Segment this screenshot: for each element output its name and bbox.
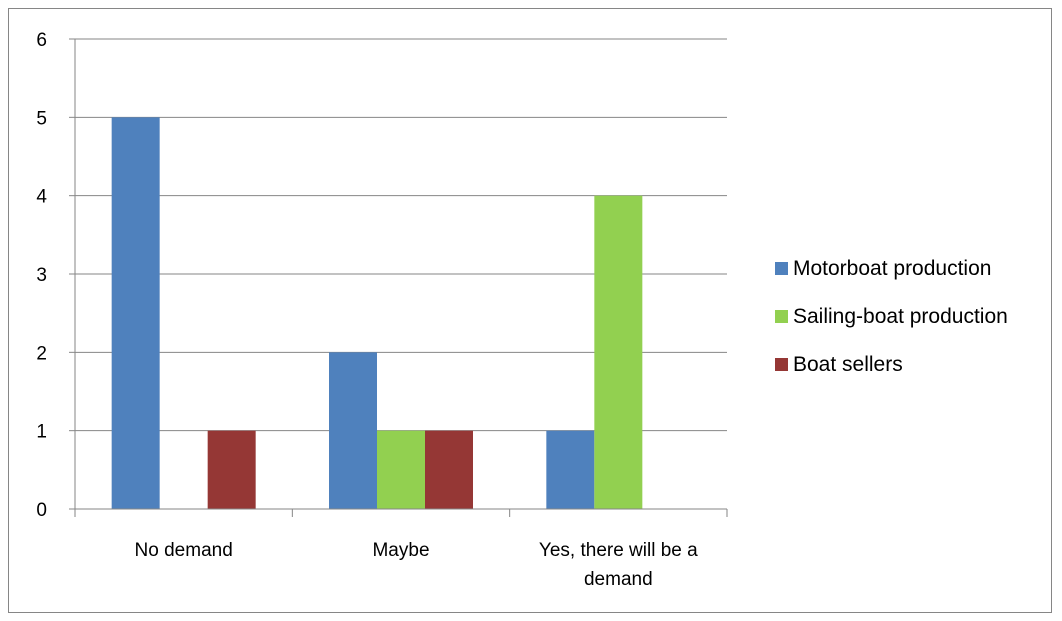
y-tick-label: 2: [36, 343, 47, 364]
legend-swatch: [775, 358, 788, 371]
legend-label: Boat sellers: [793, 353, 903, 376]
y-tick-labels: 0 1 2 3 4 5 6: [36, 30, 47, 521]
legend-swatch: [775, 310, 788, 323]
legend-swatch: [775, 262, 788, 275]
x-tick-label: Yes, there will be a: [539, 540, 698, 561]
legend-label: Motorboat production: [793, 257, 991, 280]
y-tick-label: 4: [36, 187, 47, 208]
bar: [207, 430, 256, 509]
chart-frame: [8, 8, 1052, 613]
bars: [111, 117, 643, 509]
bar: [377, 430, 425, 509]
y-tick-label: 6: [36, 30, 47, 51]
x-tick-label: No demand: [135, 540, 233, 561]
bar: [594, 195, 643, 509]
y-tick-label: 5: [36, 108, 47, 129]
y-tick-label: 1: [36, 422, 47, 443]
axes: [69, 38, 728, 517]
bar: [329, 352, 377, 509]
legend-label: Sailing-boat production: [793, 305, 1008, 328]
x-tick-labels: No demand Maybe Yes, there will be a demand: [135, 540, 699, 590]
bar: [546, 430, 595, 509]
x-tick-label: demand: [584, 569, 653, 590]
x-tick-label: Maybe: [372, 540, 429, 561]
y-tick-label: 3: [36, 265, 47, 286]
bar: [111, 117, 160, 509]
legend: Motorboat production Sailing-boat product…: [775, 257, 1008, 376]
y-tick-label: 0: [36, 500, 47, 521]
bar: [425, 430, 473, 509]
